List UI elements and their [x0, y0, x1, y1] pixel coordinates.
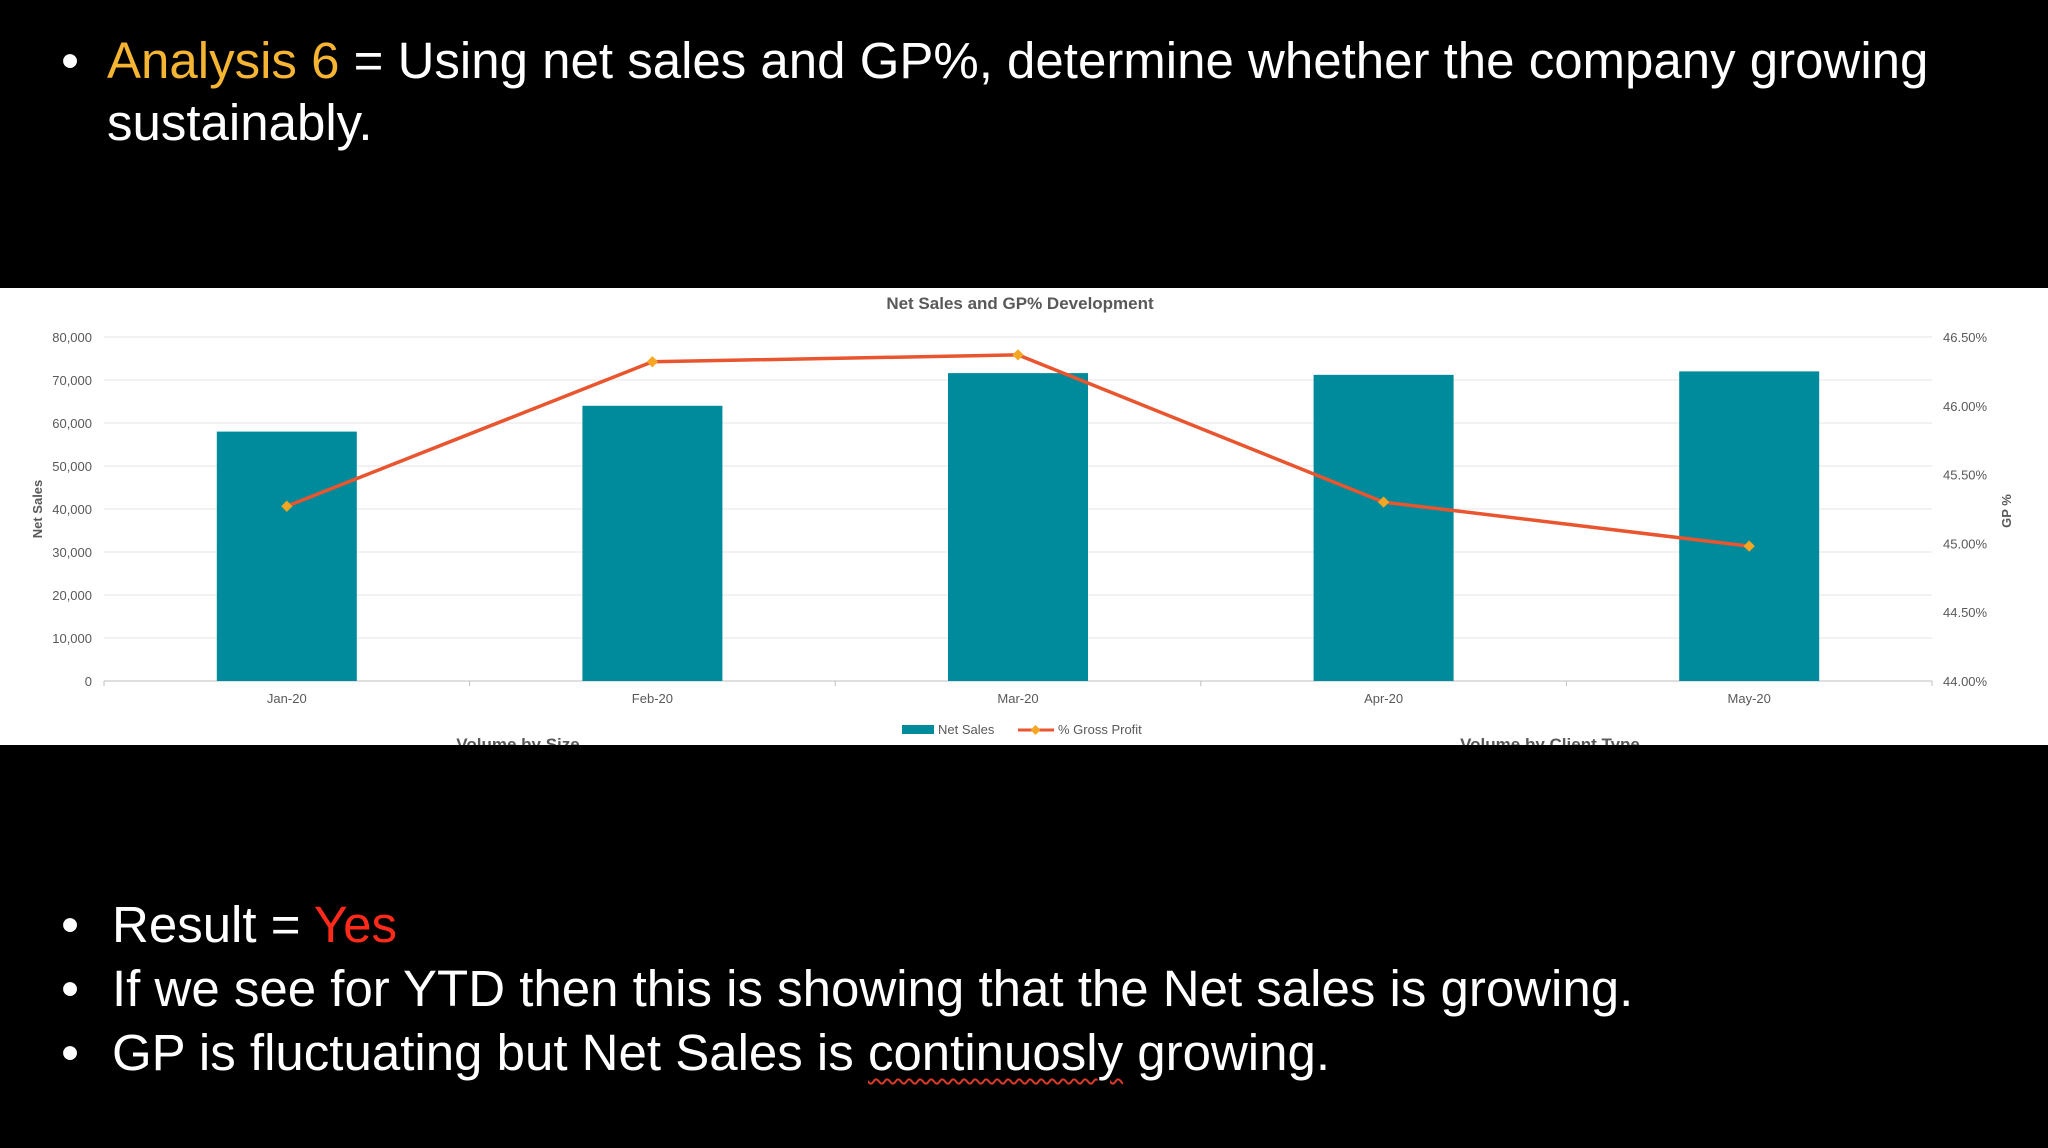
x-tick-label: May-20: [1728, 691, 1771, 706]
gp-text-before: GP is fluctuating but Net Sales is: [112, 1024, 868, 1081]
y-tick-label: 70,000: [52, 373, 92, 388]
gross-profit-point: [646, 356, 659, 368]
legend-swatch-net-sales: [902, 725, 934, 734]
analysis-text: = Using net sales and GP%, determine whe…: [107, 32, 1929, 151]
y-tick-label: 0: [85, 674, 92, 689]
y-axis-title: Net Sales: [30, 480, 45, 539]
net-sales-bar: [948, 373, 1088, 681]
gp-text-after: growing.: [1123, 1024, 1331, 1081]
y-tick-label: 10,000: [52, 631, 92, 646]
gp-bullet: • GP is fluctuating but Net Sales is con…: [0, 1021, 2048, 1085]
gross-profit-point: [1012, 349, 1024, 361]
top-bullet-list: • Analysis 6 = Using net sales and GP%, …: [0, 30, 2048, 154]
clipped-subtitle-client-type: Volume by Client Type: [1460, 735, 1640, 745]
y2-tick-label: 45.50%: [1943, 468, 1988, 483]
legend-label-net-sales: Net Sales: [938, 722, 995, 737]
bottom-bullet-list: • Result = Yes • If we see for YTD then …: [0, 893, 2048, 1085]
y2-tick-label: 44.50%: [1943, 605, 1988, 620]
y2-tick-label: 45.00%: [1943, 536, 1988, 551]
x-tick-label: Mar-20: [997, 691, 1038, 706]
bullet-dot: •: [61, 1024, 79, 1081]
legend-marker-gross-profit: [1030, 725, 1041, 735]
net-sales-bar: [216, 431, 357, 681]
misspelled-word: continuosly: [867, 1024, 1124, 1081]
y-tick-label: 60,000: [52, 416, 92, 431]
ytd-bullet: • If we see for YTD then this is showing…: [0, 957, 2048, 1021]
analysis-label: Analysis 6: [107, 32, 340, 89]
chart-panel: Net Sales and GP% Development 0 10,000 20,…: [0, 288, 2048, 745]
net-sales-gp-chart: Net Sales and GP% Development 0 10,000 20,…: [30, 294, 2014, 745]
bullet-dot: •: [61, 960, 79, 1017]
y2-tick-label: 44.00%: [1943, 674, 1988, 689]
x-tick-label: Apr-20: [1364, 691, 1403, 706]
y-tick-label: 20,000: [52, 588, 92, 603]
analysis-bullet: • Analysis 6 = Using net sales and GP%, …: [0, 30, 2048, 154]
x-tick-label: Feb-20: [632, 691, 673, 706]
y-tick-label: 80,000: [52, 330, 92, 345]
y2-axis-title: GP %: [1999, 494, 2014, 528]
clipped-subtitle-size: Volume by Size: [456, 735, 579, 745]
y-tick-label: 40,000: [52, 502, 92, 517]
bullet-dot: •: [61, 896, 79, 953]
y-tick-label: 30,000: [52, 545, 92, 560]
gross-profit-point: [281, 500, 293, 512]
legend-label-gross-profit: % Gross Profit: [1058, 722, 1142, 737]
gross-profit-point: [1377, 496, 1390, 508]
chart-title: Net Sales and GP% Development: [886, 294, 1154, 313]
y2-tick-label: 46.50%: [1943, 330, 1988, 345]
net-sales-bar: [1313, 374, 1454, 681]
bullet-dot: •: [61, 32, 79, 89]
y2-tick-label: 46.00%: [1943, 399, 1988, 414]
result-prefix: Result =: [112, 896, 314, 953]
ytd-text: If we see for YTD then this is showing t…: [112, 960, 1634, 1017]
y-tick-label: 50,000: [52, 459, 92, 474]
net-sales-bar: [1679, 371, 1820, 681]
x-tick-label: Jan-20: [267, 691, 307, 706]
result-bullet: • Result = Yes: [0, 893, 2048, 957]
net-sales-bar: [582, 405, 723, 681]
result-value: Yes: [313, 896, 397, 953]
